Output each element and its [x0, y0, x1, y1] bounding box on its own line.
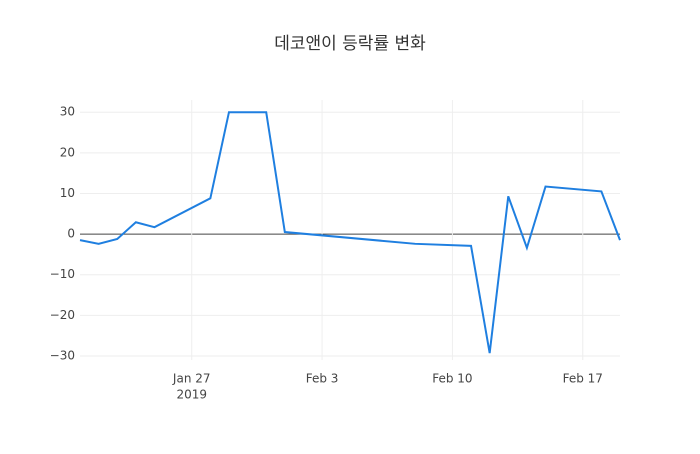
y-tick-label: 10	[60, 186, 75, 200]
x-tick-label: Jan 27	[172, 372, 211, 386]
chart-title: 데코앤이 등락률 변화	[274, 34, 426, 54]
y-tick-label: 20	[60, 145, 75, 159]
x-tick-label: Feb 17	[563, 372, 603, 386]
line	[79, 111, 621, 354]
y-tick-label: −20	[50, 308, 75, 322]
y-tick-label: 0	[67, 227, 75, 241]
x-tick-label: Feb 10	[432, 372, 472, 386]
x-tick-year: 2019	[176, 388, 207, 402]
y-tick-label: −30	[50, 348, 75, 362]
y-tick-label: −10	[50, 267, 75, 281]
y-tick-label: 30	[60, 105, 75, 119]
x-tick-label: Feb 3	[306, 372, 339, 386]
